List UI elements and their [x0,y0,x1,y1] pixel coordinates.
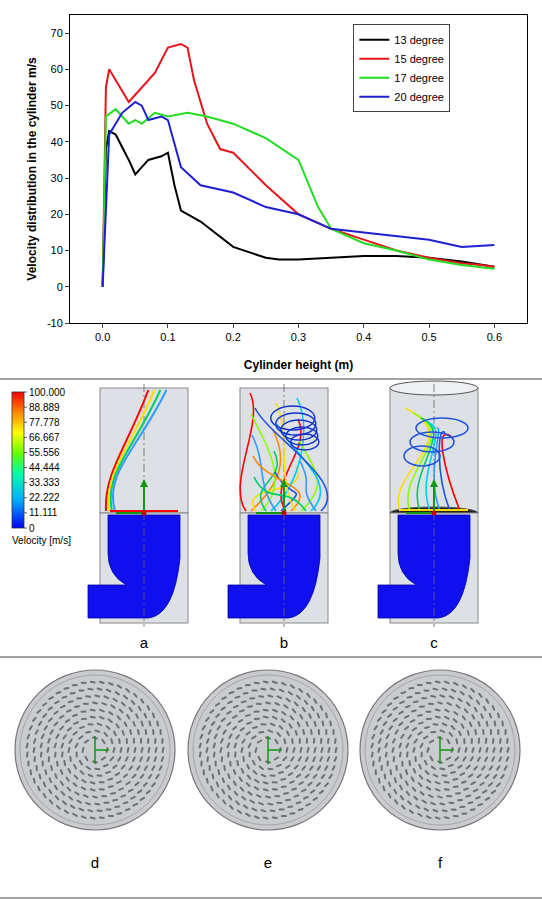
svg-text:0.5: 0.5 [421,331,436,343]
svg-text:0.6: 0.6 [487,331,502,343]
svg-text:e: e [264,854,272,871]
svg-text:0.0: 0.0 [95,331,110,343]
svg-text:a: a [140,634,149,651]
svg-text:11.111: 11.111 [29,507,58,518]
svg-text:44.444: 44.444 [29,462,60,473]
svg-text:22.222: 22.222 [29,492,60,503]
svg-text:60: 60 [51,63,63,75]
svg-text:17 degree: 17 degree [394,72,444,84]
svg-text:Velocity distribution in the c: Velocity distribution in the cylinder m/… [25,57,39,281]
svg-text:0: 0 [29,523,35,534]
svg-text:c: c [430,634,438,651]
svg-text:Velocity [m/s]: Velocity [m/s] [12,535,71,546]
svg-text:20: 20 [51,208,63,220]
svg-text:f: f [438,854,443,871]
svg-text:77.778: 77.778 [29,417,60,428]
svg-text:0: 0 [57,281,63,293]
svg-text:10: 10 [51,244,63,256]
svg-text:-10: -10 [47,317,63,329]
svg-text:15 degree: 15 degree [394,53,444,65]
svg-text:Cylinder height (m): Cylinder height (m) [244,358,353,372]
svg-text:40: 40 [51,136,63,148]
svg-text:0.4: 0.4 [356,331,371,343]
svg-text:70: 70 [51,27,63,39]
svg-text:100.000: 100.000 [29,387,66,398]
svg-text:0.1: 0.1 [160,331,175,343]
svg-text:88.889: 88.889 [29,402,60,413]
svg-text:13 degree: 13 degree [394,34,444,46]
svg-text:33.333: 33.333 [29,477,60,488]
svg-text:20 degree: 20 degree [394,91,444,103]
svg-text:55.556: 55.556 [29,447,60,458]
svg-text:0.3: 0.3 [291,331,306,343]
svg-text:30: 30 [51,172,63,184]
svg-text:66.667: 66.667 [29,432,60,443]
svg-text:0.2: 0.2 [226,331,241,343]
svg-text:50: 50 [51,99,63,111]
svg-text:b: b [280,634,288,651]
svg-text:d: d [91,854,99,871]
